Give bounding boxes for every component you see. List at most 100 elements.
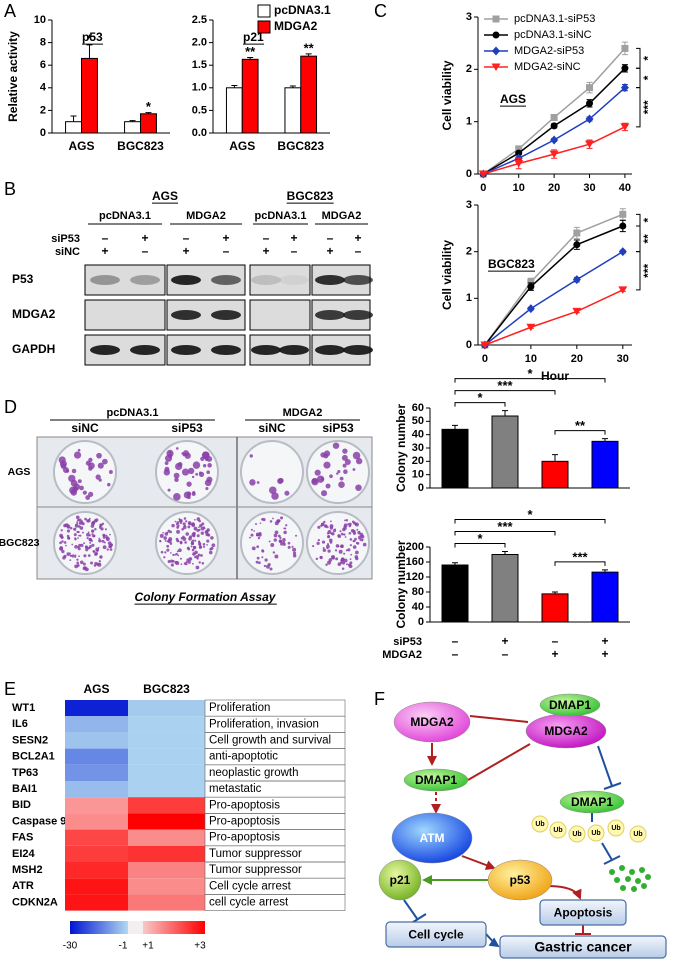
colony-dot: [264, 558, 268, 562]
condition-mark: +: [290, 231, 297, 245]
y-tick-label: 0: [466, 168, 472, 180]
colony-dot: [282, 542, 286, 546]
colony-dot: [261, 517, 264, 520]
link: [469, 715, 529, 723]
colony-dot: [185, 520, 188, 523]
condition-mark: –: [327, 231, 334, 245]
marker: [618, 247, 627, 257]
colony-dot: [344, 519, 346, 522]
colony-dot: [75, 515, 80, 520]
colony-dot: [323, 461, 331, 469]
colony-dot: [196, 557, 199, 560]
group-label: MDGA2: [283, 407, 323, 419]
x-tick-label: BGC823: [277, 139, 324, 153]
significance: **: [304, 40, 315, 55]
colony-dot: [352, 451, 361, 460]
y-axis-label: Cell viability: [440, 240, 454, 310]
y-tick-label: 1: [466, 292, 472, 304]
node-box: [499, 935, 667, 959]
legend-label: pcDNA3.1-siNC: [514, 29, 592, 41]
protein-label: MDGA2: [12, 307, 56, 321]
node-box: [539, 899, 627, 926]
colony-dot: [362, 542, 367, 547]
colony-dot: [347, 548, 351, 552]
marker: [619, 222, 627, 230]
colony-dot: [207, 463, 212, 468]
colony-dot: [348, 524, 352, 528]
colony-dot: [326, 544, 330, 549]
y-axis-label: Relative activity: [6, 31, 20, 122]
function-label: Pro-apoptosis: [209, 816, 280, 828]
error-bar: [502, 551, 508, 555]
marker: [527, 283, 535, 291]
colony-dot: [176, 529, 180, 534]
colony-dot: [107, 482, 111, 487]
colony-dot: [164, 551, 167, 554]
colony-dot: [166, 544, 170, 548]
node: [391, 812, 473, 864]
colony-dot: [270, 543, 275, 547]
bar: [81, 57, 98, 134]
legend-marker: [492, 15, 500, 23]
colony-dot: [201, 561, 205, 565]
condition-mark: +: [501, 634, 508, 648]
colony-dot: [191, 562, 194, 565]
colony-dot: [202, 543, 206, 546]
colony-dot: [62, 556, 66, 560]
gene-label: EI24: [12, 848, 36, 860]
marker: [478, 170, 488, 178]
colony-dot: [206, 470, 211, 475]
marker: [480, 341, 490, 349]
colony-dot: [77, 545, 80, 549]
colony-dot: [84, 567, 89, 572]
colony-dot: [78, 555, 80, 558]
colony-dot: [198, 526, 200, 528]
colony-dot: [74, 537, 77, 540]
degraded-fragment: [625, 876, 631, 882]
node: [559, 790, 625, 814]
chart-label: BGC823: [488, 257, 535, 271]
blot-band: [343, 345, 373, 355]
colony-dot: [329, 524, 334, 528]
condition-mark: +: [551, 647, 558, 661]
colorbar-label: -30: [63, 941, 78, 952]
node: [403, 768, 469, 792]
colony-dot: [79, 526, 84, 530]
heatmap-cell: [128, 813, 205, 830]
colony-dot: [176, 539, 180, 543]
function-label: neoplastic growth: [209, 767, 299, 779]
colony-dot: [282, 538, 286, 542]
colony-dot: [95, 474, 101, 480]
significance: ***: [497, 378, 513, 393]
function-label: Pro-apoptosis: [209, 832, 280, 844]
colony-dot: [193, 518, 196, 521]
colony-dot: [174, 477, 179, 483]
colony-dot: [342, 463, 347, 468]
x-tick-label: 30: [617, 353, 629, 365]
x-tick-label: 0: [482, 353, 488, 365]
colony-dot: [206, 528, 210, 532]
colony-dot: [249, 479, 256, 486]
colorbar-label: -1: [119, 941, 128, 952]
colony-dot: [349, 558, 352, 561]
y-tick-label: 3: [466, 199, 472, 211]
bar: [284, 87, 302, 134]
colony-dot: [314, 469, 321, 476]
y-tick-label: 160: [406, 556, 424, 568]
colony-dot: [255, 534, 259, 537]
colony-dot: [323, 520, 326, 524]
colony-dot: [190, 545, 193, 548]
group-label: pcDNA3.1: [107, 407, 159, 419]
colony-dot: [343, 469, 348, 474]
colony-dot: [98, 478, 102, 482]
colony-dot: [200, 554, 203, 557]
group-label: pcDNA3.1: [255, 210, 307, 222]
node-label: MDGA2: [544, 724, 588, 738]
colony-dot: [76, 522, 79, 525]
colony-dot: [340, 558, 344, 563]
colony-dot: [174, 520, 177, 523]
colony-dot: [76, 561, 80, 565]
blot-band: [130, 345, 160, 355]
node: [539, 693, 601, 717]
colony-dot: [341, 454, 348, 461]
